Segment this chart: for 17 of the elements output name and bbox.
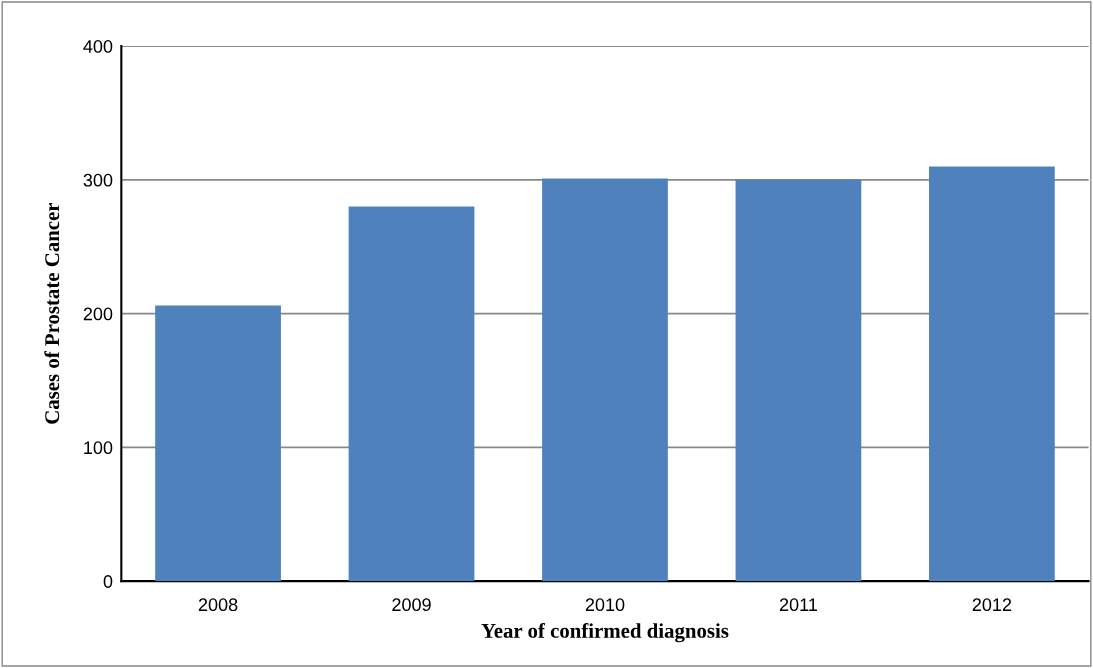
x-axis-title: Year of confirmed diagnosis: [481, 622, 729, 643]
x-tick-label: 2010: [585, 598, 625, 612]
y-tick-label: 0: [103, 575, 113, 588]
y-tick-label: 300: [83, 173, 113, 187]
y-tick-label: 400: [83, 40, 113, 53]
bar: [542, 178, 668, 582]
y-tick-label: 200: [83, 307, 113, 321]
bar: [155, 305, 281, 582]
x-tick-label: 2009: [392, 598, 431, 612]
y-axis-title: Cases of Prostate Cancer: [44, 202, 60, 424]
bar: [735, 179, 862, 582]
x-tick-label: 2011: [779, 598, 817, 612]
bar: [929, 166, 1055, 582]
x-tick-label: 2012: [972, 598, 1012, 612]
bar: [348, 206, 475, 582]
y-tick-label: 100: [84, 441, 113, 455]
x-tick-label: 2008: [198, 598, 238, 612]
